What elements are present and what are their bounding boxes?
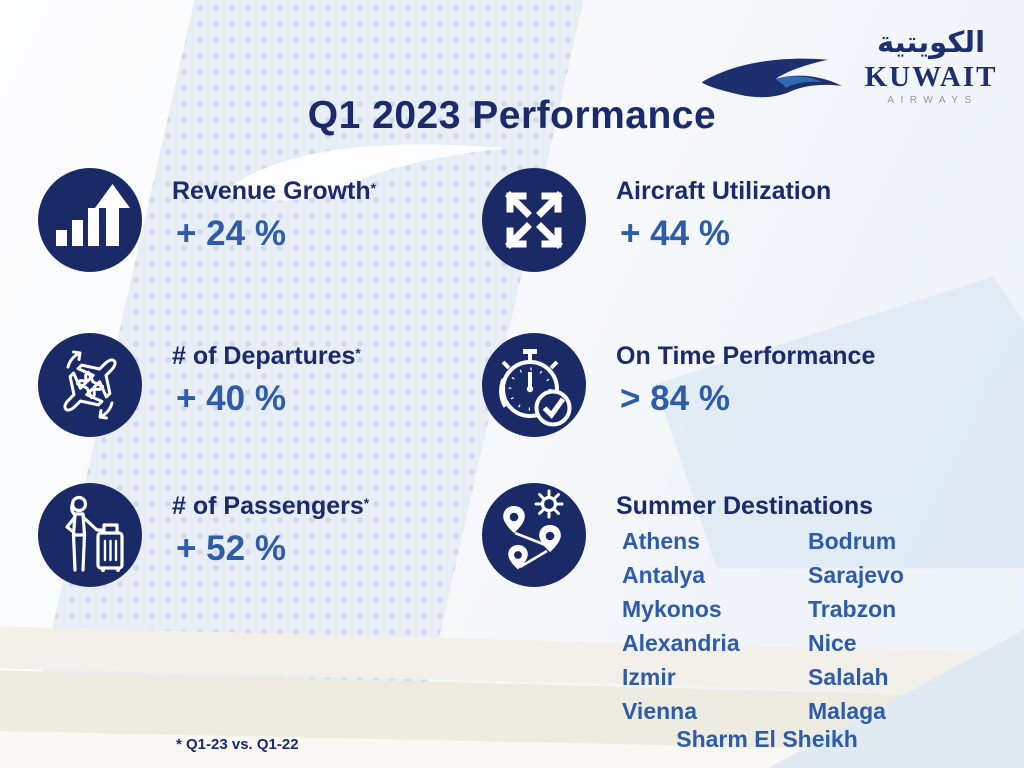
- metric-departures: # of Departures* + 40 %: [38, 333, 361, 437]
- destination-item: Trabzon: [808, 596, 897, 622]
- passenger-luggage-icon: [38, 483, 142, 587]
- expand-arrows-icon: [482, 168, 586, 272]
- destination-item: Antalya: [622, 562, 706, 588]
- map-pins-sun-icon: [482, 483, 586, 587]
- metric-label: On Time Performance: [616, 342, 876, 371]
- page-title: Q1 2023 Performance: [307, 94, 717, 137]
- footnote: * Q1-23 vs. Q1-22: [176, 736, 299, 753]
- metric-aircraft-utilization: Aircraft Utilization + 44 %: [482, 168, 831, 272]
- destination-item: Bodrum: [808, 528, 897, 554]
- metric-on-time-performance: On Time Performance > 84 %: [482, 333, 875, 437]
- metric-value: + 24 %: [176, 214, 286, 254]
- metric-revenue-growth: Revenue Growth* + 24 %: [38, 168, 376, 272]
- logo-arabic-name: الكويتية: [876, 25, 986, 59]
- destination-item: Salalah: [808, 664, 889, 690]
- metric-summer-destinations: Summer Destinations: [482, 483, 873, 587]
- bar-chart-growth-icon: [38, 168, 142, 272]
- destinations-left-column: Athens Antalya Mykonos Alexandria Izmir …: [622, 524, 740, 728]
- destination-item: Alexandria: [622, 630, 740, 656]
- destination-item: Athens: [622, 528, 700, 554]
- airline-wordmark: الكويتية KUWAIT AIRWAYS: [856, 24, 1006, 106]
- metric-label: Aircraft Utilization: [616, 177, 832, 206]
- logo-airways-name: AIRWAYS: [887, 95, 978, 107]
- metric-label: Summer Destinations: [616, 492, 874, 521]
- stopwatch-check-icon: [482, 333, 586, 437]
- airline-logo: الكويتية KUWAIT AIRWAYS: [698, 24, 1006, 106]
- metric-value: + 40 %: [176, 379, 286, 419]
- departing-planes-icon: [38, 333, 142, 437]
- destination-item: Vienna: [622, 698, 697, 724]
- destination-item: Nice: [808, 630, 857, 656]
- tail-bird-swoosh: [223, 144, 507, 201]
- metric-value: > 84 %: [620, 379, 730, 419]
- destination-item: Malaga: [808, 698, 886, 724]
- destinations-right-column: Bodrum Sarajevo Trabzon Nice Salalah Mal…: [808, 524, 904, 728]
- metric-label: Revenue Growth*: [172, 177, 377, 206]
- destination-item-bottom: Sharm El Sheikh: [676, 726, 858, 752]
- destination-item: Sarajevo: [808, 562, 904, 588]
- destination-item: Izmir: [622, 664, 676, 690]
- metric-label: # of Passengers*: [172, 492, 370, 521]
- destination-item: Mykonos: [622, 596, 722, 622]
- airline-bird-icon: [701, 58, 842, 98]
- metric-value: + 44 %: [620, 214, 730, 254]
- metric-passengers: # of Passengers* + 52 %: [38, 483, 369, 587]
- metric-label: # of Departures*: [172, 342, 361, 371]
- logo-kuwait-name: KUWAIT: [864, 60, 998, 93]
- metric-value: + 52 %: [176, 529, 286, 569]
